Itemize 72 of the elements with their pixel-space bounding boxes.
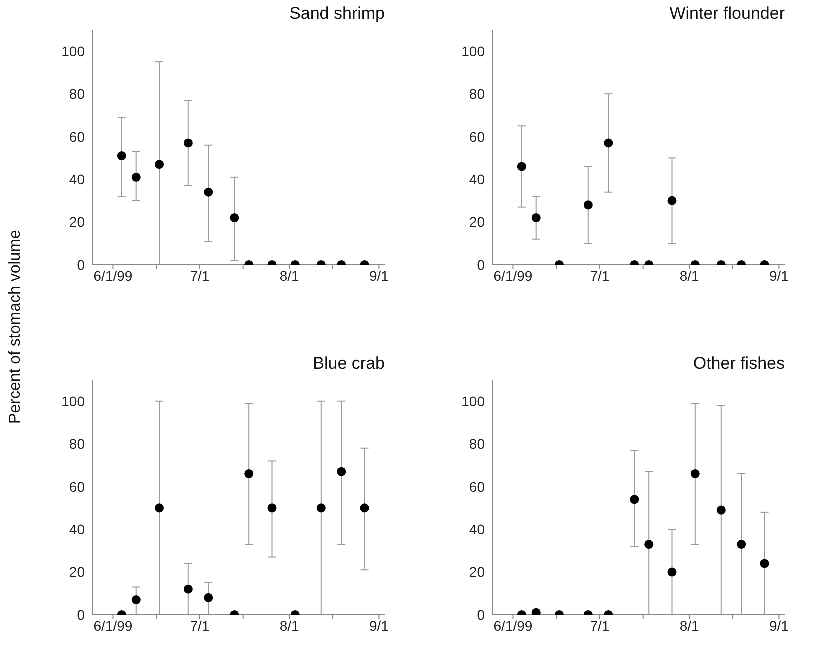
y-tick-label: 100 (62, 393, 86, 410)
point (644, 540, 654, 550)
point (668, 568, 677, 577)
point (184, 584, 193, 594)
y-tick-label: 60 (469, 478, 486, 495)
point (360, 504, 370, 513)
y-tick-label: 40 (469, 172, 486, 188)
y-tick-label: 40 (69, 522, 86, 538)
x-tick-label: 8/1 (280, 268, 300, 284)
point (204, 593, 214, 602)
point (517, 162, 526, 172)
point (184, 138, 193, 148)
point (737, 540, 746, 550)
chart-title: Sand shrimp (290, 4, 385, 24)
y-tick-label: 40 (69, 172, 86, 188)
x-tick-label: 8/1 (680, 618, 700, 634)
point (760, 559, 770, 568)
y-tick-label: 0 (477, 256, 486, 273)
y-tick-label: 20 (469, 564, 486, 580)
y-tick-label: 0 (77, 256, 86, 273)
x-tick-label: 6/1/99 (494, 268, 533, 284)
point (584, 200, 593, 210)
point (690, 469, 700, 479)
point (268, 504, 277, 513)
x-tick-label: 8/1 (280, 618, 300, 634)
point (230, 213, 240, 223)
x-tick-label: 8/1 (680, 268, 700, 284)
x-tick-label: 9/1 (769, 268, 790, 284)
y-tick-label: 100 (62, 43, 86, 60)
point (316, 504, 326, 513)
point (132, 596, 141, 605)
point (532, 213, 541, 223)
y-tick-label: 80 (69, 86, 86, 102)
y-tick-label: 20 (69, 214, 86, 230)
y-tick-label: 80 (469, 86, 486, 102)
point (204, 188, 214, 197)
chart-title: Blue crab (313, 354, 385, 374)
y-tick-label: 0 (477, 606, 486, 623)
y-tick-label: 40 (469, 522, 486, 538)
chart-title: Winter flounder (670, 4, 785, 24)
y-tick-label: 100 (462, 393, 486, 410)
x-tick-label: 9/1 (369, 268, 390, 284)
x-tick-label: 9/1 (369, 618, 390, 634)
x-tick-label: 7/1 (590, 618, 610, 634)
point (604, 138, 614, 148)
x-tick-label: 7/1 (190, 268, 210, 284)
point (668, 196, 677, 206)
x-tick-label: 7/1 (590, 268, 610, 284)
y-tick-label: 20 (69, 564, 86, 580)
x-tick-label: 6/1/99 (94, 268, 133, 284)
point (630, 495, 640, 504)
point (154, 160, 164, 170)
x-tick-label: 7/1 (190, 618, 210, 634)
y-tick-label: 80 (69, 436, 86, 452)
chart-title: Other fishes (693, 354, 785, 374)
y-tick-label: 60 (69, 478, 86, 495)
point (154, 504, 164, 513)
x-tick-label: 9/1 (769, 618, 790, 634)
y-tick-label: 100 (462, 43, 486, 60)
y-tick-label: 20 (469, 214, 486, 230)
point (337, 467, 346, 476)
x-tick-label: 6/1/99 (494, 618, 533, 634)
point (132, 172, 141, 182)
y-tick-label: 60 (69, 128, 86, 145)
y-tick-label: 80 (469, 436, 486, 452)
y-axis-title: Percent of stomach volume (7, 230, 25, 424)
point (244, 469, 254, 479)
y-tick-label: 0 (77, 606, 86, 623)
x-tick-label: 6/1/99 (94, 618, 133, 634)
point (117, 152, 126, 161)
y-tick-label: 60 (469, 128, 486, 145)
point (716, 506, 726, 515)
